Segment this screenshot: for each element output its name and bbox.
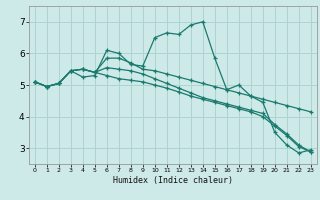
X-axis label: Humidex (Indice chaleur): Humidex (Indice chaleur)	[113, 176, 233, 185]
